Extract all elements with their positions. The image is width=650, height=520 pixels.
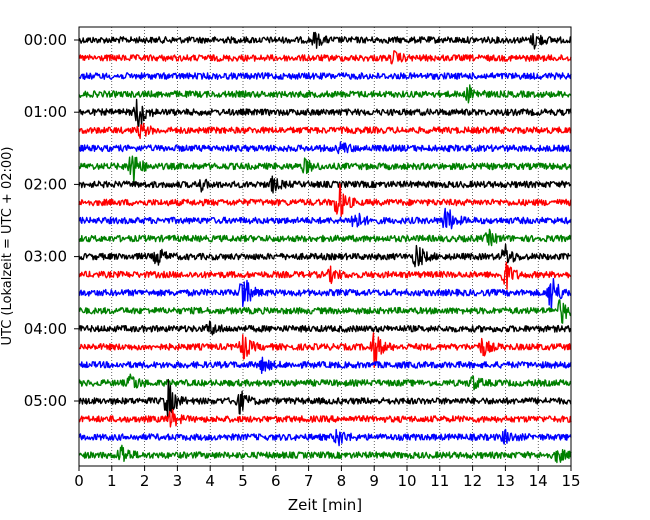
trace-0045	[78, 84, 572, 104]
y-axis-label: UTC (Lokalzeit = UTC + 02:00)	[0, 147, 15, 346]
x-tick-label: 7	[304, 472, 314, 490]
x-tick-label: 6	[271, 472, 281, 490]
x-tick-label: 4	[205, 472, 215, 490]
x-tick-label: 3	[173, 472, 183, 490]
y-tick-label: 01:00	[24, 103, 67, 121]
x-tick-label: 0	[74, 472, 84, 490]
x-axis-ticks: 0 1 2 3 4 5 6 7 8 9 10 11 12 13 14 15	[74, 466, 581, 490]
trace-0030	[78, 72, 572, 80]
trace-0145	[78, 155, 572, 185]
y-tick-label: 03:00	[24, 248, 67, 266]
x-tick-label: 11	[430, 472, 449, 490]
y-tick-label: 00:00	[24, 31, 67, 49]
trace-0300	[78, 243, 572, 268]
trace-0345	[79, 299, 572, 324]
trace-0130	[78, 141, 572, 155]
trace-0515	[78, 408, 572, 428]
vertical-grid	[111, 27, 539, 466]
trace-0245	[78, 228, 572, 247]
trace-0100	[78, 98, 572, 127]
trace-0530	[78, 428, 572, 447]
x-tick-label: 2	[140, 472, 150, 490]
trace-0115	[78, 122, 572, 140]
x-axis-label: Zeit [min]	[288, 496, 362, 514]
x-tick-label: 8	[337, 472, 347, 490]
y-tick-label: 04:00	[24, 320, 67, 338]
x-tick-label: 10	[397, 472, 416, 490]
y-axis-ticks: 00:00 01:00 02:00 03:00 04:00 05:00	[24, 31, 79, 410]
x-tick-label: 1	[107, 472, 117, 490]
x-tick-label: 13	[496, 472, 515, 490]
trace-0500	[78, 378, 572, 420]
trace-0545	[78, 444, 572, 464]
trace-0315	[78, 261, 572, 290]
y-tick-label: 05:00	[24, 392, 67, 410]
seismic-traces	[78, 31, 572, 464]
trace-0200	[78, 175, 572, 194]
trace-0445	[78, 373, 572, 391]
x-tick-label: 9	[369, 472, 379, 490]
trace-0415	[78, 332, 572, 369]
x-tick-label: 12	[463, 472, 482, 490]
trace-0215	[78, 183, 572, 217]
x-tick-label: 5	[238, 472, 248, 490]
trace-0400	[78, 320, 572, 336]
x-tick-label: 14	[529, 472, 548, 490]
x-tick-label: 15	[561, 472, 580, 490]
trace-0330	[78, 278, 572, 312]
y-tick-label: 02:00	[24, 175, 67, 193]
trace-0000	[78, 31, 572, 50]
trace-0015	[78, 50, 572, 65]
plot-frame	[78, 26, 572, 467]
trace-0230	[78, 207, 572, 230]
trace-0430	[78, 356, 572, 374]
